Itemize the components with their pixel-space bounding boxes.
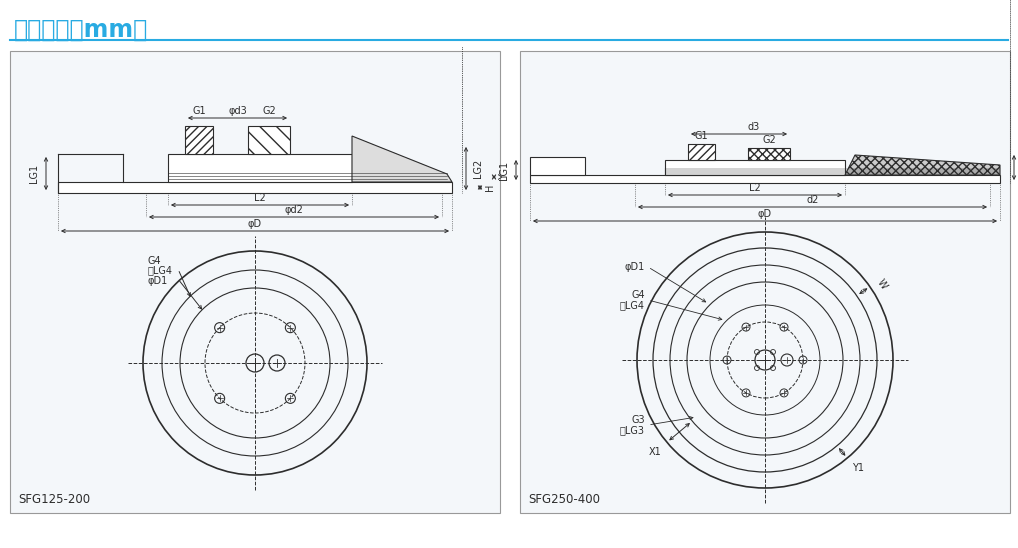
Text: d3: d3 [748,122,760,132]
Text: 深LG3: 深LG3 [620,425,645,435]
Bar [10,51,500,513]
Text: G2: G2 [262,106,276,116]
Text: φD: φD [758,209,772,219]
Bar [185,126,213,154]
Text: LG2: LG2 [473,159,483,178]
Text: φd3: φd3 [228,106,247,116]
Bar [688,144,715,160]
Text: L2: L2 [254,193,266,203]
Bar [748,148,790,160]
Text: φd2: φd2 [285,205,303,215]
Bar [530,157,585,175]
Text: SFG250-400: SFG250-400 [528,493,600,506]
Polygon shape [352,136,452,182]
Text: SFG125-200: SFG125-200 [18,493,91,506]
Text: L2: L2 [749,183,760,193]
Text: 尺寸规格（mm）: 尺寸规格（mm） [14,18,149,42]
Text: H: H [485,184,495,191]
Bar [248,126,290,154]
Text: LG1: LG1 [29,164,39,183]
Bar [530,175,1000,183]
Text: G4: G4 [631,290,645,300]
Bar [248,126,290,154]
Polygon shape [845,155,1000,175]
Bar [688,144,715,160]
Text: 深LG4: 深LG4 [148,265,173,275]
Text: d2: d2 [806,195,818,205]
Text: W: W [874,278,889,292]
Text: G3: G3 [631,415,645,425]
Bar [665,160,845,175]
Text: G4: G4 [148,256,162,266]
Text: Y1: Y1 [852,463,864,473]
Text: φD: φD [248,219,262,229]
Bar [185,126,213,154]
Bar [168,154,352,182]
Text: G1: G1 [694,131,709,141]
Text: G2: G2 [762,135,776,145]
Text: G1: G1 [192,106,206,116]
Text: φD1: φD1 [148,276,168,286]
Text: 深LG4: 深LG4 [620,300,645,310]
Bar [520,51,1010,513]
Bar [58,182,452,193]
Text: φD1: φD1 [625,262,645,272]
Text: LG1: LG1 [499,161,509,180]
Text: X1: X1 [649,447,662,457]
Text: Y: Y [499,174,509,180]
Bar [748,148,790,160]
